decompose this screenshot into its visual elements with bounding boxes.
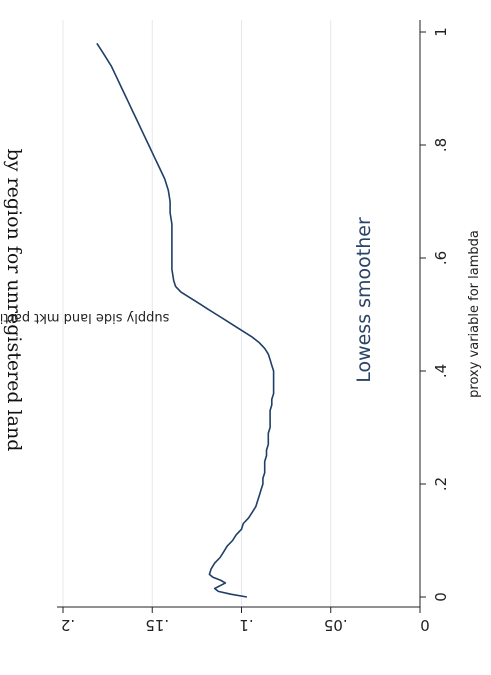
axes-layer: 0 .05 .1 .15 .2 0 .2 .4 .6 .8 1 [57,20,450,634]
x-tick-label: .2 [432,477,450,491]
x-tick-label: .4 [432,364,450,378]
x-tick-label: 1 [432,27,450,37]
x-axis-title: proxy variable for lambda [467,230,482,398]
chart-title: Lowess smoother [353,217,375,383]
y-axis-title: supply side land mkt participation (2007… [0,310,169,325]
labels-layer: proxy variable for lambda supply side la… [0,230,482,398]
cut-caption-group: by region for unregistered land [3,149,25,452]
x-tick-label: 0 [432,592,450,602]
y-tick-label: .15 [145,616,169,634]
y-tick-label: .05 [324,616,348,634]
cut-caption: by region for unregistered land [3,149,25,452]
x-tick-label: .8 [432,138,450,152]
title-layer: Lowess smoother [353,217,375,383]
y-tick-label: .1 [239,616,253,634]
x-tick-label: .6 [432,251,450,265]
y-tick-label: 0 [420,616,430,634]
series-layer [96,42,275,598]
grid-layer [62,20,332,607]
series-line [96,42,275,598]
y-tick-label: .2 [61,616,75,634]
